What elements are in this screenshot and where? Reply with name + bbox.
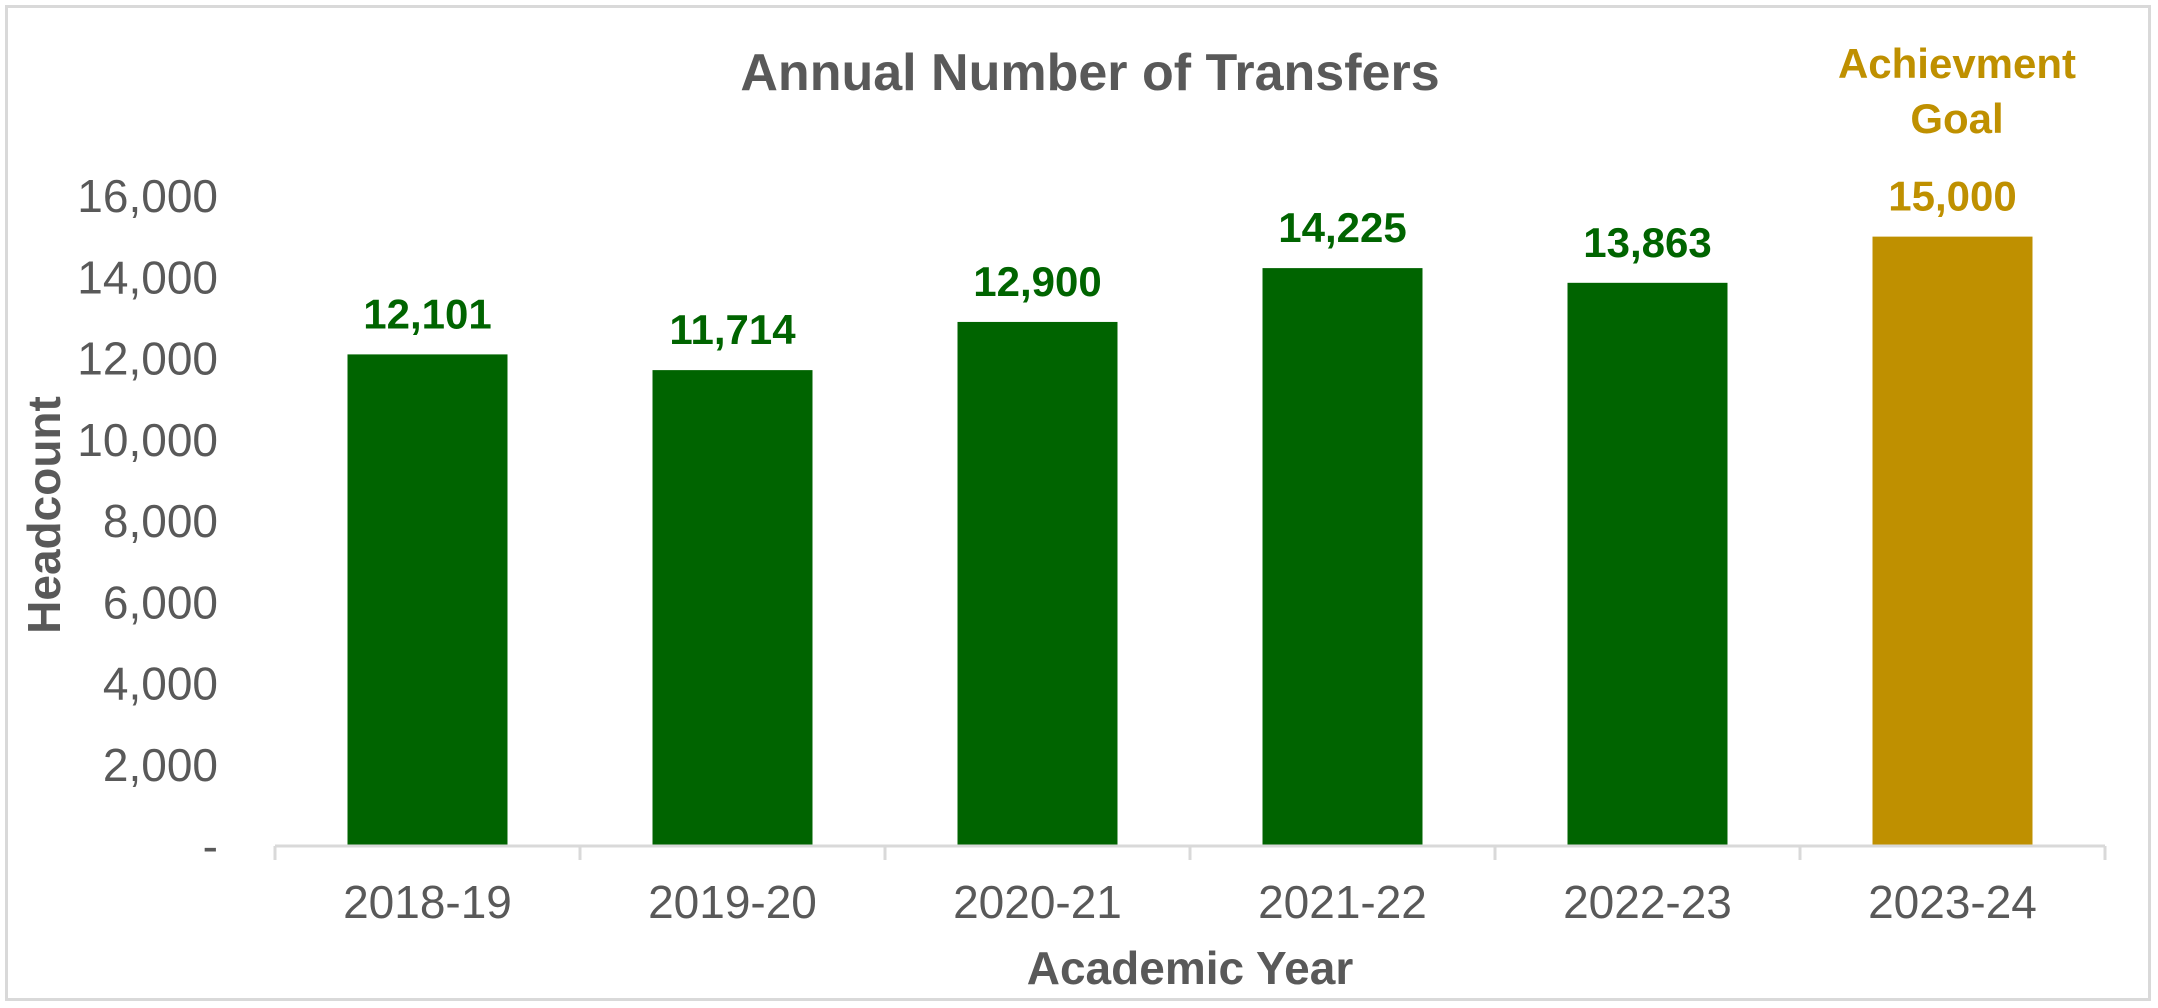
y-tick-label: 16,000 [77, 170, 218, 222]
data-label: 11,714 [669, 306, 796, 353]
x-tick-label: 2023-24 [1868, 876, 2037, 928]
x-tick-label: 2021-22 [1258, 876, 1427, 928]
bar [652, 370, 813, 846]
x-axis-title: Academic Year [1027, 942, 1354, 994]
bars-group [347, 236, 2033, 846]
x-tick-label: 2020-21 [953, 876, 1122, 928]
x-tick-label: 2019-20 [648, 876, 817, 928]
y-tick-label: 14,000 [77, 251, 218, 303]
y-tick-label: 12,000 [77, 333, 218, 385]
data-label: 12,101 [363, 290, 491, 337]
y-tick-label: - [203, 820, 218, 872]
y-axis-title: Headcount [18, 396, 70, 634]
bar [1262, 268, 1423, 846]
data-labels-group: 12,101 11,714 12,900 14,225 13,863 15,000 [363, 173, 2016, 353]
goal-annotation-line1: Achievment [1838, 40, 2076, 87]
bar-goal [1872, 236, 2033, 846]
y-tick-label: 8,000 [103, 495, 218, 547]
bar [347, 354, 508, 846]
bar [1567, 282, 1728, 846]
chart-title: Annual Number of Transfers [740, 44, 1439, 102]
x-axis: 2018-19 2019-20 2020-21 2021-22 2022-23 2023-… [273, 844, 2107, 928]
goal-annotation-line2: Goal [1910, 95, 2003, 142]
y-tick-label: 4,000 [103, 658, 218, 710]
bar [957, 321, 1118, 846]
y-tick-label: 10,000 [77, 414, 218, 466]
x-tick-label: 2018-19 [343, 876, 512, 928]
data-label: 14,225 [1278, 204, 1406, 251]
data-label: 13,863 [1583, 219, 1711, 266]
y-tick-label: 6,000 [103, 576, 218, 628]
data-label: 12,900 [973, 258, 1101, 305]
data-label: 15,000 [1888, 173, 2016, 220]
x-tick-label: 2022-23 [1563, 876, 1732, 928]
y-tick-label: 2,000 [103, 739, 218, 791]
y-axis-ticks: - 2,000 4,000 6,000 8,000 10,000 12,000 14,000 1… [77, 170, 218, 872]
